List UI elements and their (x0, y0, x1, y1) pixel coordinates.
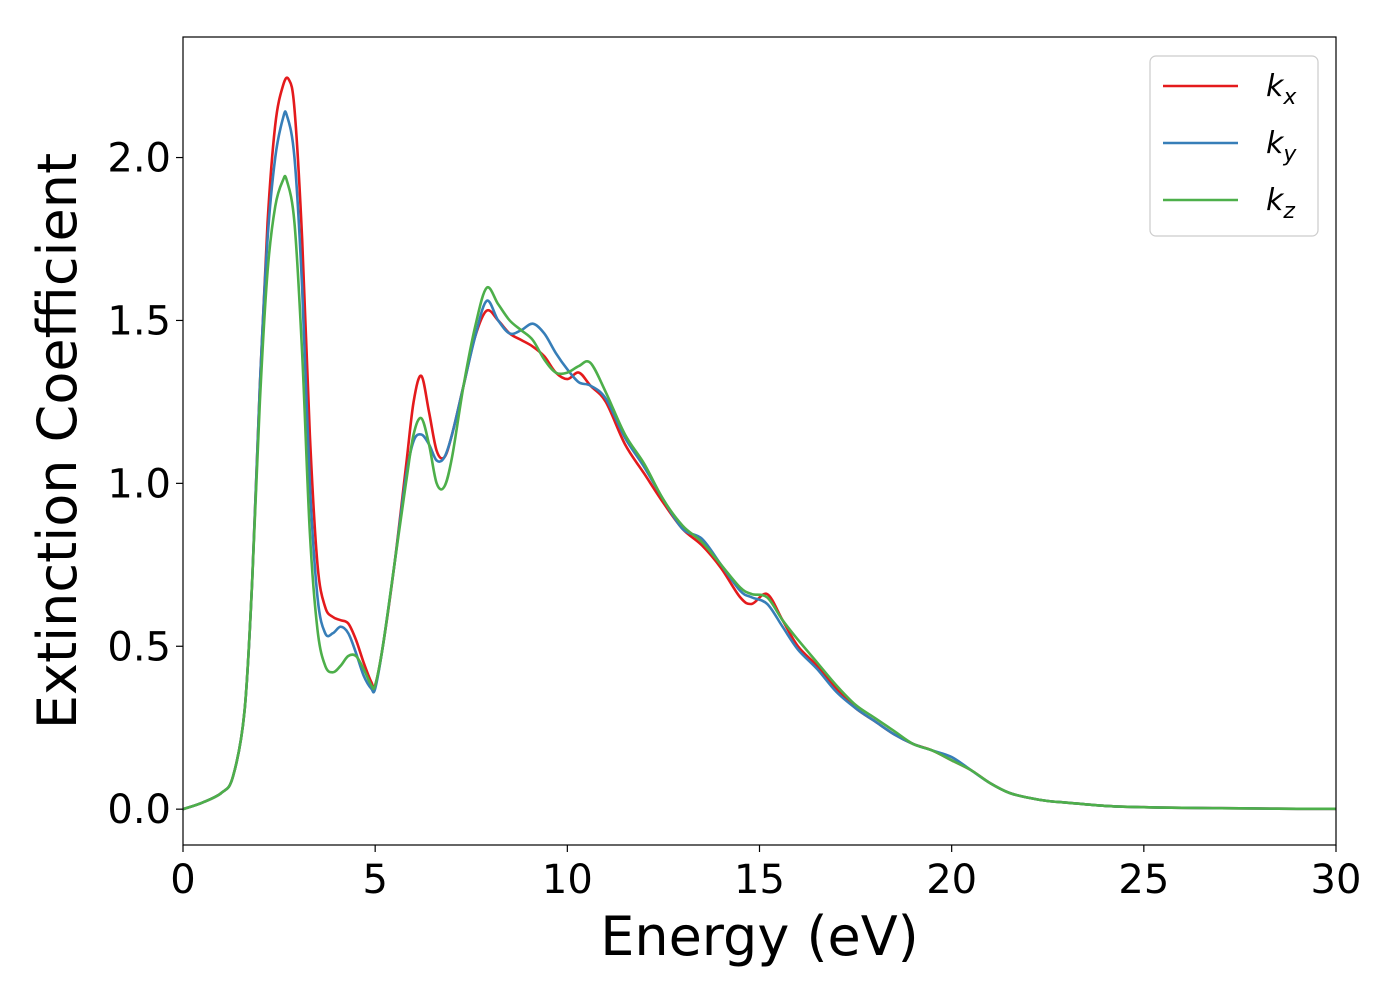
legend-label-base: k (1266, 183, 1285, 218)
y-axis-label: Extinction Coefficient (26, 153, 89, 729)
x-tick-label: 20 (926, 857, 977, 903)
legend-label-base: k (1266, 126, 1285, 161)
y-tick-label: 2.0 (107, 136, 171, 182)
x-axis: 0 5 10 15 20 25 30 (170, 845, 1361, 903)
x-tick-label: 5 (362, 857, 387, 903)
legend-box (1149, 55, 1319, 237)
series-layer (182, 76, 1337, 811)
x-tick-label: 0 (170, 857, 195, 903)
legend-label-subscript: x (1282, 85, 1297, 110)
x-axis-label: Energy (eV) (600, 905, 919, 968)
legend-label-z: kz (1266, 183, 1295, 224)
y-tick-label: 0.5 (107, 624, 171, 670)
x-tick-label: 15 (734, 857, 785, 903)
y-tick-label: 1.0 (107, 461, 171, 507)
y-tick-label: 0.0 (107, 787, 171, 833)
legend-label-subscript: y (1282, 142, 1297, 167)
y-axis: 0.0 0.5 1.0 1.5 2.0 (107, 136, 183, 833)
series-line-z (182, 174, 1337, 811)
x-tick-label: 25 (1118, 857, 1169, 903)
legend-label-y: ky (1266, 126, 1297, 167)
legend-label-x: kx (1266, 69, 1297, 110)
y-tick-label: 1.5 (107, 298, 171, 344)
legend-label-subscript: z (1282, 199, 1295, 224)
series-line-y (182, 110, 1337, 811)
x-tick-label: 30 (1311, 857, 1362, 903)
x-tick-label: 10 (542, 857, 593, 903)
legend-label-base: k (1266, 69, 1285, 104)
